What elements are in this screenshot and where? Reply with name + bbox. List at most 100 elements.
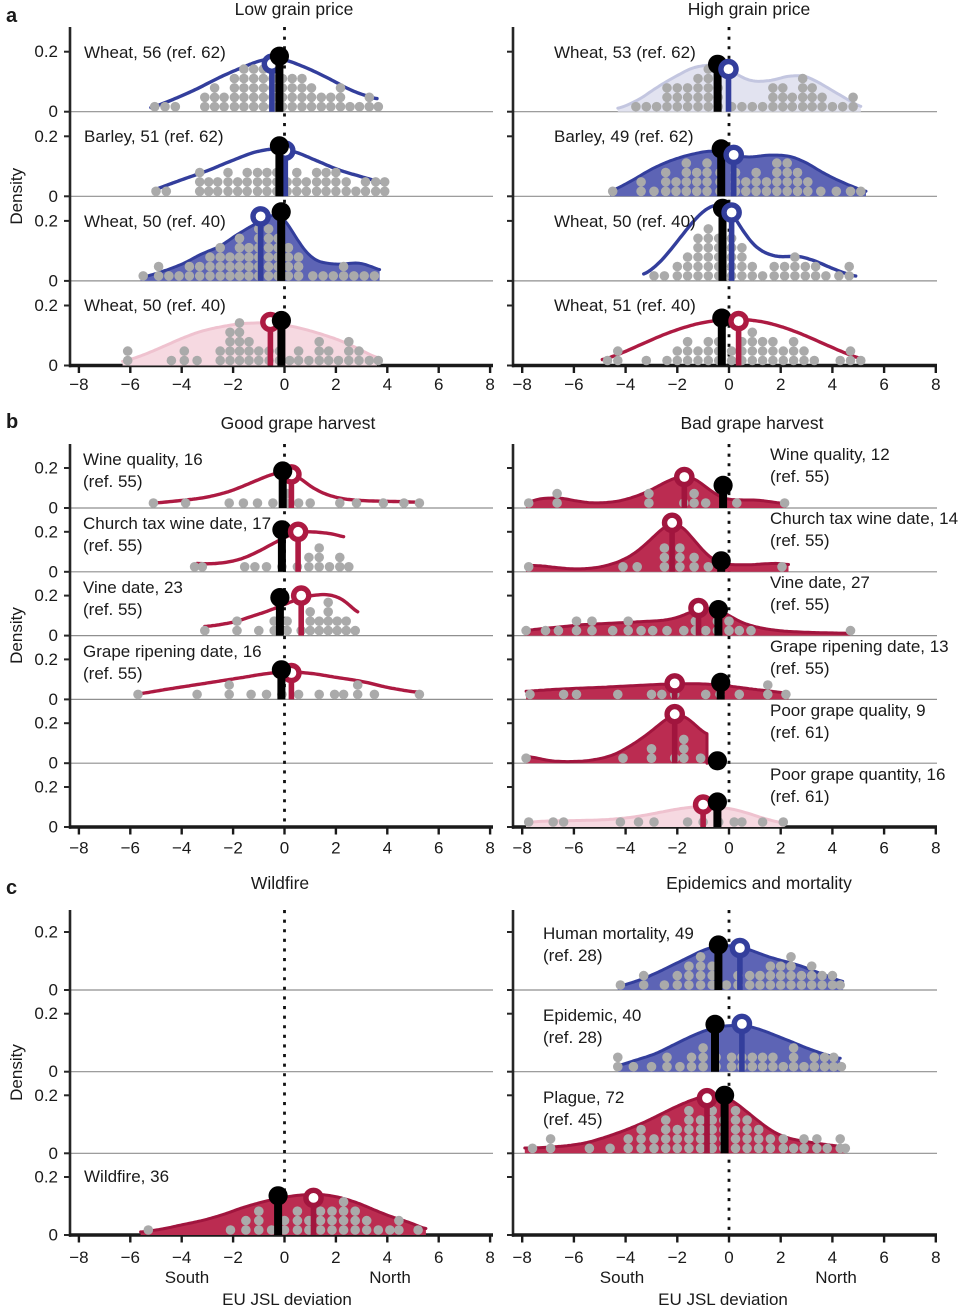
svg-text:Wheat, 51 (ref. 40): Wheat, 51 (ref. 40) [554, 296, 696, 315]
svg-text:(ref. 55): (ref. 55) [770, 531, 830, 550]
svg-text:−4: −4 [172, 375, 191, 394]
svg-text:−6: −6 [121, 1248, 140, 1267]
svg-text:−8: −8 [69, 1248, 88, 1267]
svg-text:(ref. 55): (ref. 55) [83, 664, 143, 683]
svg-text:Epidemics and mortality: Epidemics and mortality [666, 873, 852, 893]
svg-text:8: 8 [931, 1248, 940, 1267]
svg-text:Wine quality, 16: Wine quality, 16 [83, 450, 203, 469]
svg-text:EU JSL deviation: EU JSL deviation [222, 1290, 352, 1308]
svg-text:0: 0 [49, 754, 58, 773]
svg-text:Church tax wine date, 17: Church tax wine date, 17 [83, 514, 271, 533]
svg-text:2: 2 [331, 839, 340, 858]
svg-text:(ref. 55): (ref. 55) [83, 536, 143, 555]
svg-text:North: North [369, 1268, 411, 1287]
svg-text:8: 8 [931, 839, 940, 858]
svg-text:−4: −4 [616, 375, 635, 394]
svg-text:Plague, 72: Plague, 72 [543, 1088, 624, 1107]
svg-text:−2: −2 [223, 375, 242, 394]
svg-text:Density: Density [7, 607, 26, 664]
svg-text:Wheat, 53 (ref. 62): Wheat, 53 (ref. 62) [554, 43, 696, 62]
svg-text:8: 8 [931, 375, 940, 394]
svg-text:0.2: 0.2 [34, 42, 58, 61]
svg-text:−4: −4 [616, 839, 635, 858]
svg-text:Wheat, 56 (ref. 62): Wheat, 56 (ref. 62) [84, 43, 226, 62]
svg-text:−2: −2 [223, 839, 242, 858]
svg-text:−8: −8 [513, 839, 532, 858]
svg-text:North: North [815, 1268, 857, 1287]
svg-text:−6: −6 [121, 375, 140, 394]
svg-text:Low grain price: Low grain price [235, 0, 354, 19]
svg-text:Bad grape harvest: Bad grape harvest [680, 413, 823, 433]
svg-text:(ref. 55): (ref. 55) [83, 472, 143, 491]
svg-text:0.2: 0.2 [34, 459, 58, 478]
svg-text:6: 6 [434, 375, 443, 394]
svg-text:8: 8 [485, 1248, 494, 1267]
svg-text:0: 0 [280, 1248, 289, 1267]
svg-text:EU JSL deviation: EU JSL deviation [658, 1290, 788, 1308]
svg-text:(ref. 61): (ref. 61) [770, 723, 830, 742]
svg-text:Church tax wine date, 14: Church tax wine date, 14 [770, 509, 958, 528]
svg-text:Vine date, 23: Vine date, 23 [83, 578, 183, 597]
svg-text:4: 4 [828, 1248, 837, 1267]
svg-text:Good grape harvest: Good grape harvest [221, 413, 376, 433]
svg-text:Barley, 49 (ref. 62): Barley, 49 (ref. 62) [554, 127, 694, 146]
svg-text:2: 2 [776, 1248, 785, 1267]
svg-text:6: 6 [879, 1248, 888, 1267]
svg-text:b: b [6, 411, 18, 433]
svg-text:Wildfire, 36: Wildfire, 36 [84, 1167, 169, 1186]
svg-text:−8: −8 [513, 1248, 532, 1267]
svg-text:−2: −2 [668, 1248, 687, 1267]
svg-text:4: 4 [383, 839, 392, 858]
svg-text:0.2: 0.2 [34, 923, 58, 942]
svg-text:0.2: 0.2 [34, 522, 58, 541]
svg-text:4: 4 [828, 839, 837, 858]
svg-text:4: 4 [828, 375, 837, 394]
svg-text:8: 8 [485, 375, 494, 394]
svg-text:Wildfire: Wildfire [251, 873, 309, 893]
svg-text:Wheat, 50 (ref. 40): Wheat, 50 (ref. 40) [84, 212, 226, 231]
svg-text:−6: −6 [564, 375, 583, 394]
svg-text:−4: −4 [172, 1248, 191, 1267]
svg-text:−8: −8 [69, 375, 88, 394]
svg-text:0: 0 [724, 375, 733, 394]
svg-text:0.2: 0.2 [34, 211, 58, 230]
svg-text:2: 2 [331, 375, 340, 394]
svg-text:(ref. 55): (ref. 55) [83, 600, 143, 619]
svg-text:(ref. 61): (ref. 61) [770, 787, 830, 806]
svg-text:6: 6 [434, 1248, 443, 1267]
svg-text:−2: −2 [668, 839, 687, 858]
svg-text:0.2: 0.2 [34, 778, 58, 797]
svg-text:−4: −4 [616, 1248, 635, 1267]
svg-text:4: 4 [383, 1248, 392, 1267]
svg-text:−8: −8 [69, 839, 88, 858]
svg-text:0: 0 [49, 626, 58, 645]
svg-text:−2: −2 [668, 375, 687, 394]
svg-text:Density: Density [7, 1044, 26, 1101]
svg-text:0.2: 0.2 [34, 714, 58, 733]
svg-text:8: 8 [485, 839, 494, 858]
svg-text:Grape ripening date, 13: Grape ripening date, 13 [770, 637, 949, 656]
svg-text:0: 0 [49, 499, 58, 518]
svg-text:0: 0 [724, 1248, 733, 1267]
svg-text:0: 0 [49, 102, 58, 121]
svg-text:Density: Density [7, 167, 26, 224]
svg-text:−6: −6 [121, 839, 140, 858]
svg-text:Epidemic, 40: Epidemic, 40 [543, 1006, 641, 1025]
svg-text:Grape ripening date, 16: Grape ripening date, 16 [83, 642, 262, 661]
svg-text:(ref. 55): (ref. 55) [770, 467, 830, 486]
svg-text:0: 0 [49, 356, 58, 375]
svg-text:0: 0 [49, 690, 58, 709]
svg-text:0.2: 0.2 [34, 296, 58, 315]
svg-text:(ref. 28): (ref. 28) [543, 1028, 603, 1047]
svg-text:c: c [6, 877, 17, 899]
svg-text:−4: −4 [172, 839, 191, 858]
svg-text:0.2: 0.2 [34, 1168, 58, 1187]
svg-text:4: 4 [383, 375, 392, 394]
svg-text:(ref. 55): (ref. 55) [770, 595, 830, 614]
svg-text:South: South [165, 1268, 209, 1287]
svg-text:0: 0 [49, 981, 58, 1000]
svg-text:0.2: 0.2 [34, 127, 58, 146]
svg-text:0.2: 0.2 [34, 650, 58, 669]
svg-text:High grain price: High grain price [688, 0, 811, 19]
svg-text:2: 2 [776, 375, 785, 394]
